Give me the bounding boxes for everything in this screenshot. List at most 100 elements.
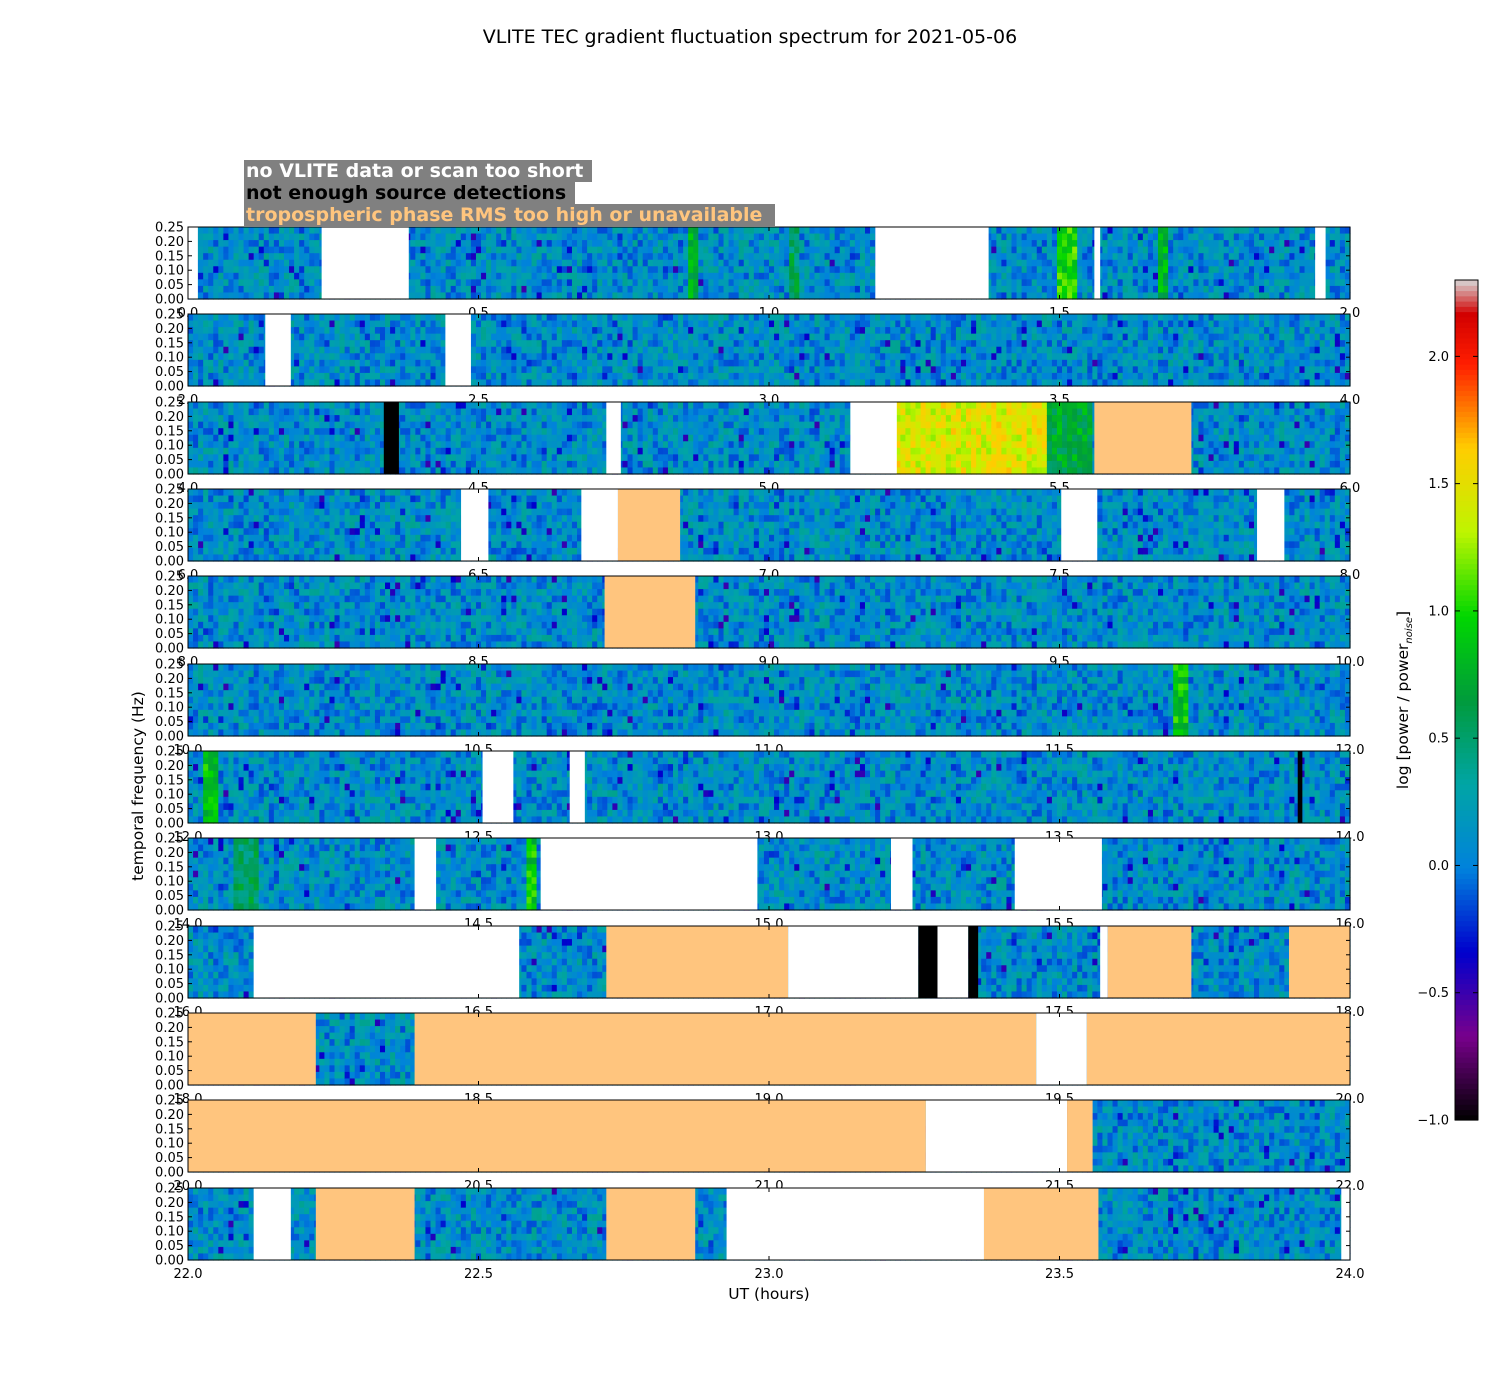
heat-cell [577,321,583,328]
heat-cell [905,327,911,334]
heat-cell [1173,366,1179,373]
heat-cell [1234,360,1240,367]
heat-cell [1274,360,1280,367]
heat-cell [537,279,543,286]
heat-cell [425,240,431,247]
heat-cell [1128,266,1134,273]
heat-cell [527,286,533,293]
heat-cell [1188,366,1194,373]
heat-cell [577,334,583,341]
heat-cell [587,373,593,380]
heat-cell [597,227,603,234]
heat-cell [1264,266,1270,273]
heat-cell [951,360,957,367]
heat-cell [1082,353,1088,360]
heat-cell [683,373,689,380]
heat-cell [436,340,442,347]
heat-cell [228,321,234,328]
heat-cell [436,373,442,380]
heat-cell [885,353,891,360]
heat-cell [410,314,416,321]
heat-cell [612,340,618,347]
heat-cell [910,366,916,373]
heat-cell [698,347,704,354]
heat-cell [385,360,391,367]
heat-cell [1062,334,1068,341]
heat-cell [1077,321,1083,328]
heat-cell [1198,353,1204,360]
heat-cell [1123,360,1129,367]
heat-cell [516,353,522,360]
heat-cell [653,373,659,380]
heat-cell [527,240,533,247]
heat-cell [961,366,967,373]
heat-cell [865,314,871,321]
heat-cell [264,266,270,273]
heat-cell [1027,373,1033,380]
heat-cell [415,353,421,360]
heat-cell [516,373,522,380]
heat-cell [496,227,502,234]
heat-cell [259,234,265,241]
heat-cell [198,273,204,280]
heat-cell [971,353,977,360]
heat-cell [244,273,250,280]
heat-cell [228,266,234,273]
heat-cell [1087,353,1093,360]
heat-cell [355,334,361,341]
heat-cell [461,240,467,247]
heat-cell [905,360,911,367]
heat-cell [820,247,826,254]
heat-cell [648,334,654,341]
heat-cell [562,247,568,254]
heat-cell [870,334,876,341]
heat-cell [1072,366,1078,373]
heat-cell [830,260,836,267]
heat-cell [794,240,800,247]
heat-cell [557,340,563,347]
heat-cell [486,279,492,286]
heat-cell [223,240,229,247]
heat-cell [1128,234,1134,241]
heat-cell [1183,234,1189,241]
heat-cell [1153,286,1159,293]
heat-cell [1340,279,1346,286]
heat-cell [734,253,740,260]
heat-cell [1219,360,1225,367]
heat-cell [749,347,755,354]
heat-cell [825,273,831,280]
heat-cell [314,286,320,293]
heat-cell [1067,334,1073,341]
heat-cell [1335,227,1341,234]
heat-cell [1062,273,1068,280]
heat-cell [233,273,239,280]
heat-cell [1289,253,1295,260]
heat-cell [405,360,411,367]
heat-cell [1249,314,1255,321]
heat-cell [1017,273,1023,280]
heat-cell [865,327,871,334]
heat-cell [228,247,234,254]
heat-cell [244,253,250,260]
heat-cell [774,234,780,241]
heat-cell [380,347,386,354]
heat-cell [820,366,826,373]
heat-cell [1017,253,1023,260]
heat-cell [769,279,775,286]
heat-cell [1032,234,1038,241]
heat-cell [931,373,937,380]
heat-cell [1289,366,1295,373]
heat-cell [895,366,901,373]
heat-cell [552,234,558,241]
heat-cell [1209,240,1215,247]
heat-cell [1284,347,1290,354]
heat-cell [971,373,977,380]
heat-cell [1128,334,1134,341]
heat-cell [1168,327,1174,334]
heat-cell [1279,321,1285,328]
heat-cell [1224,347,1230,354]
heat-cell [698,286,704,293]
heat-cell [365,334,371,341]
heat-cell [865,227,871,234]
heat-cell [1057,353,1063,360]
